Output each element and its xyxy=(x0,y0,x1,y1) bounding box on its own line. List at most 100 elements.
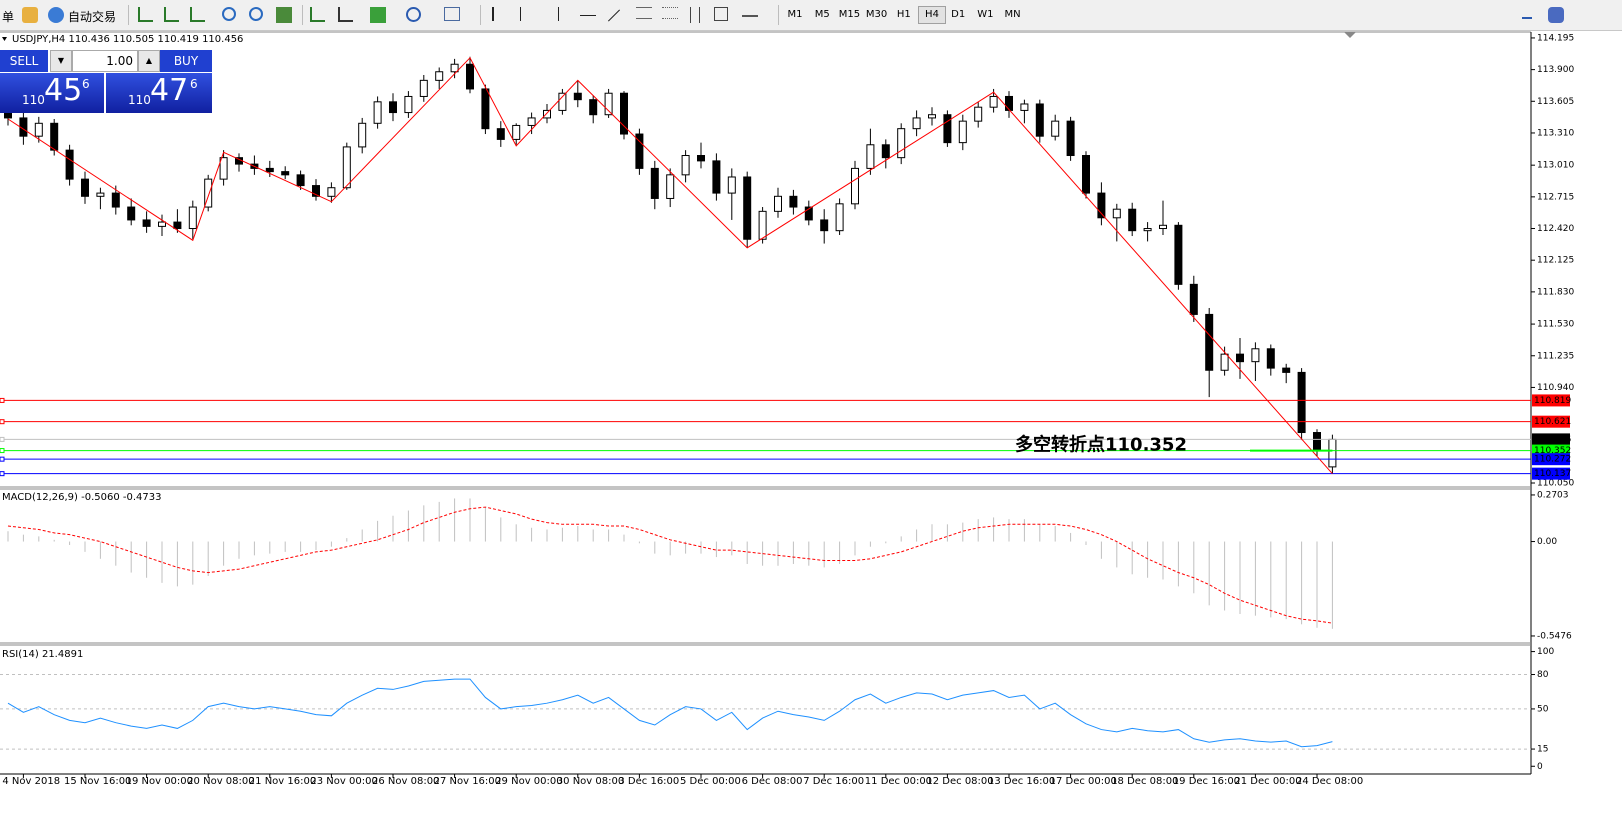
y-tick-label: 15 xyxy=(1537,745,1548,755)
search-icon[interactable] xyxy=(1522,7,1532,19)
candle-body xyxy=(928,114,936,119)
level-handle xyxy=(0,419,5,425)
timeframe-button[interactable]: H1 xyxy=(896,9,911,20)
candle-body xyxy=(835,203,844,232)
auto-trading[interactable]: 自动交易 xyxy=(68,10,117,24)
candle-body xyxy=(881,144,890,159)
candle-body xyxy=(1097,192,1106,219)
candle-body xyxy=(558,92,567,111)
vline-icon[interactable] xyxy=(558,7,559,21)
text-icon[interactable] xyxy=(690,7,700,23)
y-tick-label: 110.050 xyxy=(1537,478,1574,488)
candle-body xyxy=(974,106,983,122)
x-tick-label: 19 Dec 16:00 xyxy=(1173,776,1240,787)
candle-body xyxy=(281,171,290,176)
candle-body xyxy=(743,176,752,240)
candle-body xyxy=(635,133,644,169)
candle-body xyxy=(989,95,998,108)
level-handle xyxy=(0,471,5,477)
y-tick-label: 110.940 xyxy=(1537,383,1574,393)
chart-bg xyxy=(0,31,1531,774)
timeframe-button[interactable]: M5 xyxy=(814,9,830,20)
icon[interactable] xyxy=(249,7,263,21)
timeframe-button[interactable]: H4 xyxy=(918,6,946,24)
candle-body xyxy=(188,206,197,230)
x-tick-label: 18 Dec 08:00 xyxy=(1111,776,1178,787)
fibo-icon[interactable] xyxy=(662,7,678,19)
icon[interactable] xyxy=(1548,7,1564,23)
timeframe-button[interactable]: D1 xyxy=(951,9,966,20)
candle-body xyxy=(727,176,736,194)
y-tick-label: 112.420 xyxy=(1537,224,1574,234)
y-tick-label: 113.010 xyxy=(1537,161,1574,171)
candle-body xyxy=(789,195,798,208)
y-tick-label: 111.235 xyxy=(1537,351,1574,361)
menu[interactable]: 单 xyxy=(2,10,15,24)
icon[interactable] xyxy=(164,7,179,22)
candle-body xyxy=(265,167,274,173)
channel-icon[interactable] xyxy=(636,7,652,19)
x-tick-label: 19 Nov 00:00 xyxy=(126,776,193,787)
sell-button[interactable]: SELL xyxy=(0,50,48,72)
y-tick-label: 0.2703 xyxy=(1537,490,1569,500)
icon[interactable] xyxy=(138,7,153,22)
trendline-icon[interactable] xyxy=(607,9,621,22)
cursor-icon[interactable] xyxy=(492,7,494,21)
candle-body xyxy=(1035,103,1044,137)
x-tick-label: 11 Dec 00:00 xyxy=(865,776,932,787)
x-tick-label: 20 Nov 08:00 xyxy=(187,776,254,787)
timeframe-button[interactable]: M1 xyxy=(787,9,803,20)
macd-title: MACD(12,26,9) -0.5060 -0.4733 xyxy=(2,492,162,503)
arrow-icon[interactable] xyxy=(742,7,758,17)
candle-body xyxy=(1112,208,1121,219)
candle-body xyxy=(342,146,351,189)
x-tick-label: 15 Nov 16:00 xyxy=(64,776,131,787)
x-tick-label: 21 Nov 16:00 xyxy=(249,776,316,787)
candle-body xyxy=(496,128,505,140)
candle-body xyxy=(296,174,305,187)
timeframe-button[interactable]: M30 xyxy=(865,9,888,20)
bid-price[interactable]: 110 45 6 xyxy=(0,73,104,113)
crosshair-icon[interactable] xyxy=(520,7,529,21)
icon[interactable] xyxy=(338,7,353,22)
y-tick-label: 111.830 xyxy=(1537,287,1574,297)
icon[interactable] xyxy=(406,7,421,22)
volume-up[interactable]: ▲ xyxy=(138,50,160,72)
x-tick-label: 23 Nov 00:00 xyxy=(310,776,377,787)
rsi-line xyxy=(7,678,1333,748)
price-main: 45 xyxy=(44,73,83,108)
icon[interactable] xyxy=(222,7,236,21)
level-label: 110.456 xyxy=(1534,435,1571,445)
timeframe-button[interactable]: MN xyxy=(1004,9,1021,20)
icon[interactable] xyxy=(310,7,325,22)
y-tick-label: 80 xyxy=(1537,670,1549,680)
candle-body xyxy=(820,219,829,232)
icon[interactable] xyxy=(190,7,205,22)
candle-body xyxy=(804,206,813,221)
ask-price[interactable]: 110 47 6 xyxy=(106,73,212,113)
candle-body xyxy=(404,95,413,114)
label-icon[interactable] xyxy=(714,7,728,21)
buy-button[interactable]: BUY xyxy=(160,50,212,72)
timeframe-button[interactable]: M15 xyxy=(838,9,861,20)
y-tick-label: 113.900 xyxy=(1537,65,1574,75)
timeframe-button[interactable]: W1 xyxy=(977,9,994,20)
candle-body xyxy=(1174,224,1183,285)
icon[interactable] xyxy=(276,7,292,23)
icon[interactable] xyxy=(48,7,64,23)
volume-input[interactable]: 1.00 xyxy=(72,50,138,72)
x-tick-label: 13 Dec 16:00 xyxy=(988,776,1055,787)
level-box xyxy=(1532,394,1570,407)
hline-icon[interactable] xyxy=(580,15,596,16)
candle-body xyxy=(897,128,906,159)
candle-body xyxy=(1282,367,1291,373)
chart-title: USDJPY,H4 110.436 110.505 110.419 110.45… xyxy=(12,34,243,45)
candle-body xyxy=(1128,208,1137,232)
icon[interactable] xyxy=(22,7,38,23)
volume-down[interactable]: ▼ xyxy=(50,50,72,72)
icon[interactable] xyxy=(370,7,386,23)
price-small: 6 xyxy=(190,77,198,91)
candle-body xyxy=(1020,103,1029,111)
icon[interactable] xyxy=(444,7,460,21)
